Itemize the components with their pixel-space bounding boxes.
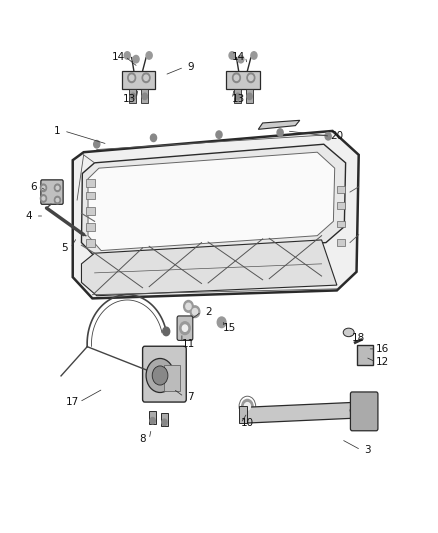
Circle shape [180,322,190,335]
Circle shape [247,93,252,100]
Circle shape [56,198,59,201]
Text: 2: 2 [205,306,212,317]
Text: 13: 13 [123,94,136,104]
Text: 14: 14 [232,52,245,61]
Text: 18: 18 [352,333,365,343]
Bar [246,90,253,103]
Polygon shape [88,152,335,251]
Bar [130,90,137,103]
Circle shape [42,186,45,189]
Circle shape [182,325,187,332]
Circle shape [130,75,134,80]
Circle shape [142,73,150,83]
Circle shape [146,359,174,392]
Circle shape [249,75,253,80]
Circle shape [186,303,191,310]
Text: 5: 5 [61,243,67,253]
Circle shape [238,55,244,63]
Circle shape [234,75,239,80]
Circle shape [133,55,139,63]
Circle shape [146,52,152,59]
Text: 17: 17 [66,397,79,407]
Polygon shape [258,120,300,130]
Bar [86,223,95,231]
FancyBboxPatch shape [41,180,63,204]
Ellipse shape [343,328,354,337]
Circle shape [229,52,235,59]
Circle shape [124,52,131,59]
Circle shape [144,75,148,80]
Circle shape [94,141,100,148]
Text: 8: 8 [139,434,146,445]
Text: 7: 7 [187,392,194,402]
Circle shape [150,134,156,142]
Bar [164,365,180,391]
Text: 10: 10 [241,418,254,429]
Bar [86,191,95,199]
Bar [357,345,373,365]
Bar [122,71,155,90]
Polygon shape [241,402,361,423]
Circle shape [325,133,331,140]
Circle shape [150,417,155,424]
Bar [337,202,345,208]
Circle shape [217,317,226,328]
FancyBboxPatch shape [177,316,193,341]
Circle shape [277,129,283,136]
Text: 16: 16 [376,344,389,354]
Circle shape [56,186,59,189]
Circle shape [190,306,200,318]
Circle shape [131,93,136,100]
Circle shape [192,309,198,315]
Bar [86,239,95,247]
Circle shape [54,184,60,191]
Bar [86,207,95,215]
Bar [337,221,345,227]
Bar [337,186,345,192]
FancyBboxPatch shape [143,346,186,402]
Bar [337,239,345,246]
Circle shape [42,197,45,200]
Bar [219,318,224,325]
Text: 14: 14 [112,52,125,61]
Polygon shape [81,240,337,296]
Circle shape [40,195,46,202]
Text: 11: 11 [182,338,195,349]
Polygon shape [81,144,346,259]
Bar [141,90,148,103]
Circle shape [233,73,240,83]
Circle shape [184,301,193,312]
Circle shape [152,366,168,385]
Circle shape [242,399,253,413]
Circle shape [235,93,240,100]
Circle shape [216,131,222,139]
Circle shape [244,402,251,410]
Circle shape [54,196,60,204]
Circle shape [162,419,167,425]
Text: 12: 12 [376,357,389,367]
Polygon shape [73,131,359,298]
Text: 9: 9 [187,62,194,72]
Bar [239,406,247,423]
Bar [161,413,168,426]
Text: 15: 15 [223,322,237,333]
Text: 20: 20 [330,131,343,141]
Text: 6: 6 [30,182,37,192]
Circle shape [142,93,148,100]
Text: 4: 4 [26,211,32,221]
Circle shape [128,73,136,83]
Circle shape [251,52,257,59]
Text: 1: 1 [54,126,61,136]
Circle shape [40,184,46,191]
Circle shape [163,327,170,336]
Bar [86,179,95,187]
FancyBboxPatch shape [350,392,378,431]
Bar [226,71,260,90]
Text: 3: 3 [364,445,371,455]
Bar [234,90,241,103]
Circle shape [247,73,255,83]
Text: 13: 13 [232,94,245,104]
Bar [149,411,156,424]
